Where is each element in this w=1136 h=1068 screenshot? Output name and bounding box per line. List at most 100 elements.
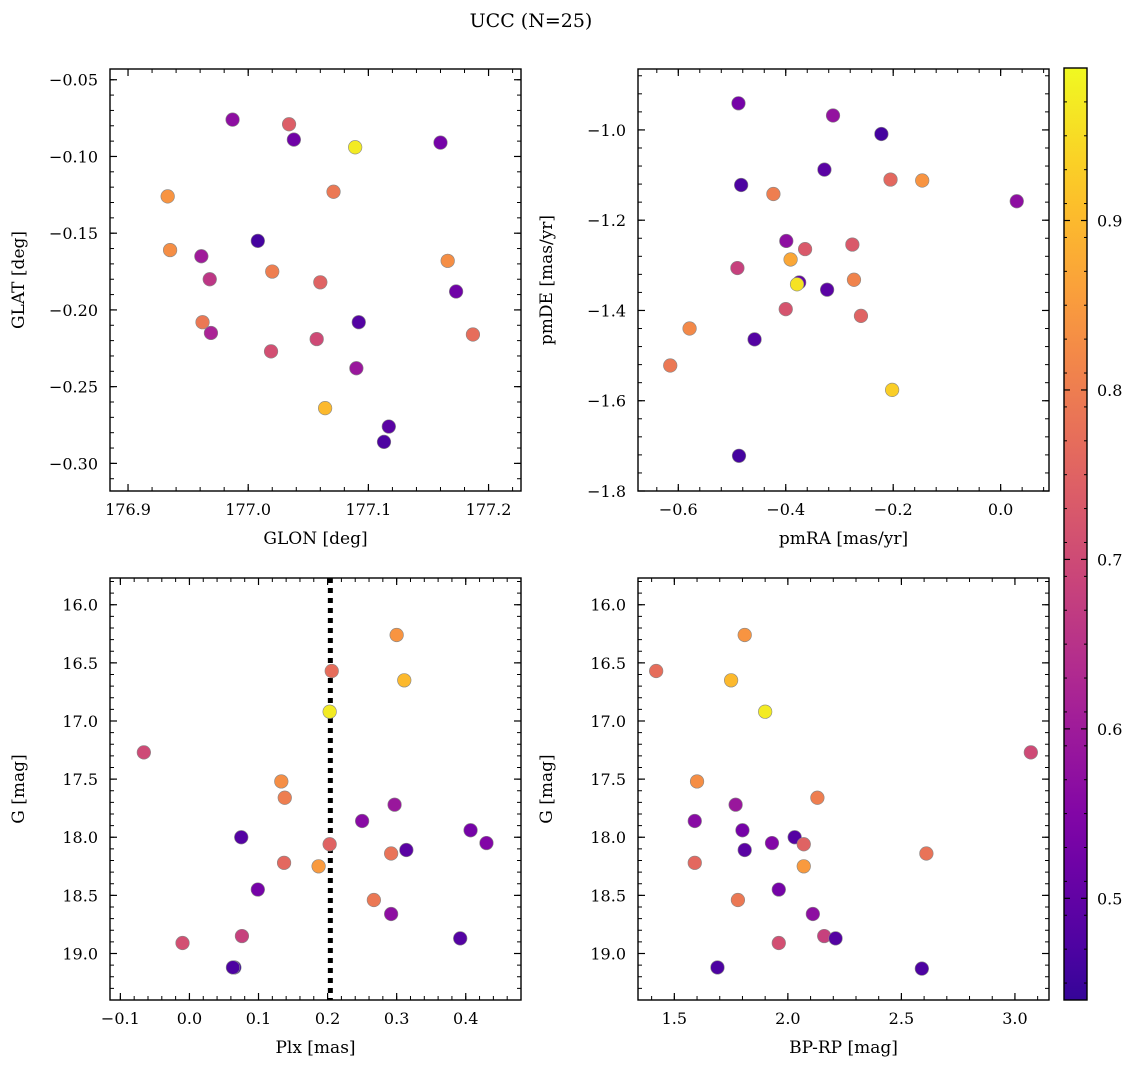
data-point: [874, 126, 889, 142]
data-point: [276, 855, 292, 870]
figure-title: UCC (N=25): [470, 10, 593, 32]
colorbar-tick-label: 0.7: [1097, 550, 1122, 569]
data-point: [387, 797, 402, 812]
data-point: [825, 108, 841, 123]
data-point: [225, 112, 240, 127]
data-point: [723, 673, 739, 688]
y-tick-label: 16.0: [62, 596, 98, 615]
data-point: [263, 344, 279, 359]
data-point: [322, 704, 337, 719]
data-point: [479, 835, 494, 851]
y-axis-label: GLAT [deg]: [9, 231, 29, 329]
y-tick-label: −0.05: [49, 71, 98, 90]
x-tick-label: 2.5: [889, 1009, 914, 1028]
y-axis-label: G [mag]: [9, 754, 29, 823]
x-tick-label: −0.2: [874, 500, 913, 519]
x-axis-label: BP-RP [mag]: [789, 1038, 898, 1058]
x-tick-label: 1.5: [662, 1009, 687, 1028]
y-tick-label: 18.0: [590, 828, 626, 847]
data-point: [846, 272, 862, 287]
data-point: [797, 241, 813, 257]
data-point: [649, 663, 664, 679]
y-tick-label: −1.8: [587, 482, 626, 501]
y-tick-label: 17.0: [62, 712, 98, 731]
axes-frame: [109, 577, 522, 1001]
axes-frame: [109, 68, 522, 492]
data-point: [766, 186, 781, 202]
x-tick-label: −0.6: [659, 500, 698, 519]
data-point: [348, 140, 363, 155]
x-tick-label: 0.1: [246, 1009, 271, 1028]
x-tick-label: 177.1: [345, 500, 391, 519]
x-tick-label: 0.2: [315, 1009, 340, 1028]
y-tick-label: −0.15: [49, 224, 98, 243]
x-axis-label: Plx [mas]: [275, 1038, 355, 1058]
x-tick-label: 177.0: [225, 500, 271, 519]
y-tick-label: 16.0: [590, 596, 626, 615]
data-point: [796, 837, 811, 852]
data-point: [351, 315, 366, 330]
data-point: [250, 882, 265, 897]
data-point: [311, 859, 326, 874]
colorbar-tick-label: 0.9: [1097, 212, 1122, 231]
data-point: [789, 277, 805, 292]
data-point: [828, 931, 843, 946]
x-tick-label: −0.4: [766, 500, 805, 519]
data-point: [384, 846, 399, 861]
data-point: [764, 835, 780, 851]
y-axis-label: G [mag]: [537, 754, 557, 823]
data-point: [796, 859, 811, 874]
data-point: [203, 325, 219, 341]
y-tick-label: 17.0: [590, 712, 626, 731]
data-point: [771, 882, 786, 897]
axes-frame: [637, 68, 1050, 492]
data-point: [194, 249, 209, 264]
data-point: [162, 242, 178, 258]
colorbar-tick-label: 0.8: [1097, 381, 1122, 400]
data-point: [914, 961, 929, 976]
data-point: [281, 117, 297, 132]
data-point: [326, 184, 341, 199]
colorbar-frame: [1063, 67, 1088, 1001]
data-point: [805, 906, 820, 922]
data-point: [663, 358, 678, 373]
y-tick-label: 16.5: [62, 654, 98, 673]
x-tick-label: 0.0: [988, 500, 1013, 519]
data-point: [463, 823, 478, 838]
axes-frame: [637, 577, 1050, 1001]
data-point: [160, 189, 175, 204]
y-tick-label: −1.6: [587, 392, 626, 411]
x-tick-label: 3.0: [1002, 1009, 1027, 1028]
data-point: [730, 892, 746, 908]
data-point: [202, 272, 217, 287]
data-point: [1009, 194, 1024, 209]
data-point: [783, 252, 798, 267]
x-axis-label: GLON [deg]: [263, 529, 367, 549]
data-point: [730, 260, 745, 276]
data-point: [771, 935, 786, 951]
data-point: [277, 790, 292, 805]
data-point: [747, 332, 762, 347]
y-tick-label: 18.0: [62, 828, 98, 847]
data-point: [689, 774, 705, 789]
data-point: [136, 745, 151, 760]
data-point: [313, 275, 328, 290]
data-point: [731, 96, 746, 111]
y-tick-label: −0.30: [49, 454, 98, 473]
data-point: [440, 253, 455, 268]
x-tick-label: 176.9: [105, 500, 151, 519]
data-point: [883, 172, 898, 187]
colorbar-tick-label: 0.6: [1097, 720, 1122, 739]
y-tick-label: −0.10: [49, 147, 98, 166]
x-axis-label: pmRA [mas/yr]: [779, 529, 908, 549]
data-point: [366, 892, 381, 908]
data-point: [710, 960, 725, 975]
colorbar: 0.5 0.6 0.7 0.8 0.9: [1063, 67, 1122, 1001]
data-point: [735, 823, 750, 838]
data-point: [453, 931, 468, 946]
y-tick-label: 17.5: [62, 770, 98, 789]
data-point: [389, 627, 404, 643]
data-point: [734, 177, 749, 193]
data-point: [915, 173, 930, 188]
data-point: [433, 135, 448, 150]
